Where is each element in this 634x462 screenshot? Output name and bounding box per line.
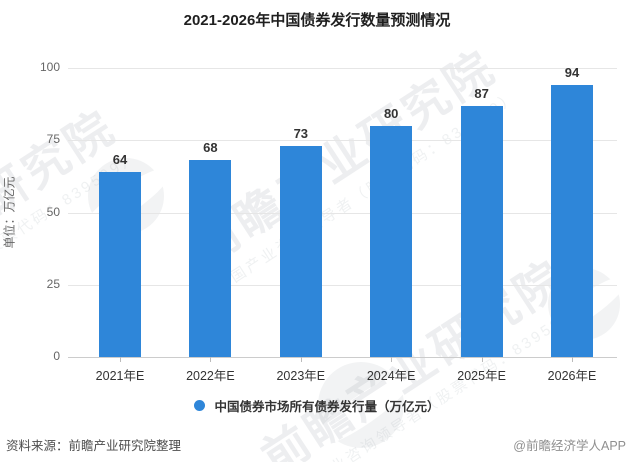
x-axis-tick bbox=[120, 357, 121, 362]
chart-title: 2021-2026年中国债券发行数量预测情况 bbox=[183, 12, 451, 29]
gridline-0 bbox=[68, 357, 617, 358]
y-tick-label: 50 bbox=[46, 204, 60, 219]
bar-2023年E bbox=[279, 146, 322, 357]
y-axis-unit-label: 单位：万亿元 bbox=[2, 176, 17, 249]
bar-value-label: 64 bbox=[112, 152, 128, 168]
bar-value-label: 87 bbox=[474, 85, 489, 101]
bar-value-label: 80 bbox=[383, 105, 399, 121]
bar-2024年E bbox=[370, 125, 413, 357]
bar-value-label: 68 bbox=[203, 140, 218, 156]
y-tick-label: 0 bbox=[53, 349, 60, 363]
legend-dot-icon bbox=[194, 400, 206, 411]
x-category-label: 2022年E bbox=[186, 369, 235, 383]
bar-2025年E bbox=[460, 105, 503, 357]
bar-2021年E bbox=[99, 172, 141, 357]
x-axis-tick bbox=[481, 357, 483, 362]
y-tick-label: 100 bbox=[39, 60, 60, 74]
x-category-label: 2026年E bbox=[547, 369, 597, 383]
x-axis-tick bbox=[572, 357, 573, 362]
source-note: 资料来源：前瞻产业研究院整理 bbox=[6, 439, 182, 453]
x-category-label: 2024年E bbox=[366, 369, 416, 383]
bar-2022年E bbox=[189, 160, 232, 357]
x-axis-tick bbox=[210, 357, 212, 362]
gridline-75 bbox=[68, 140, 617, 142]
x-axis-tick bbox=[391, 357, 393, 362]
x-category-label: 2025年E bbox=[457, 369, 506, 383]
gridline-50 bbox=[68, 212, 617, 214]
bar-2026年E bbox=[551, 85, 593, 357]
bar-value-label: 94 bbox=[564, 65, 580, 81]
x-axis-tick bbox=[300, 357, 302, 362]
gridline-100 bbox=[68, 68, 617, 69]
x-category-label: 2023年E bbox=[276, 369, 326, 383]
x-category-label: 2021年E bbox=[95, 369, 145, 383]
footer: 资料来源：前瞻产业研究院整理 @前瞻经济学人APP bbox=[0, 435, 634, 454]
credit-note: @前瞻经济学人APP bbox=[513, 439, 626, 453]
legend: 中国债券市场所有债券发行量（万亿元） bbox=[0, 396, 634, 415]
y-tick-label: 25 bbox=[46, 276, 60, 291]
bar-value-label: 73 bbox=[293, 126, 309, 142]
gridline-25 bbox=[68, 284, 617, 286]
y-tick-label: 75 bbox=[46, 132, 60, 147]
plot-area: 0 25 50 75 100 64 2021年E 68 2022年E 73 2023年E 80 2024… bbox=[40, 60, 617, 383]
legend-label: 中国债券市场所有债券发行量（万亿元） bbox=[214, 400, 440, 414]
